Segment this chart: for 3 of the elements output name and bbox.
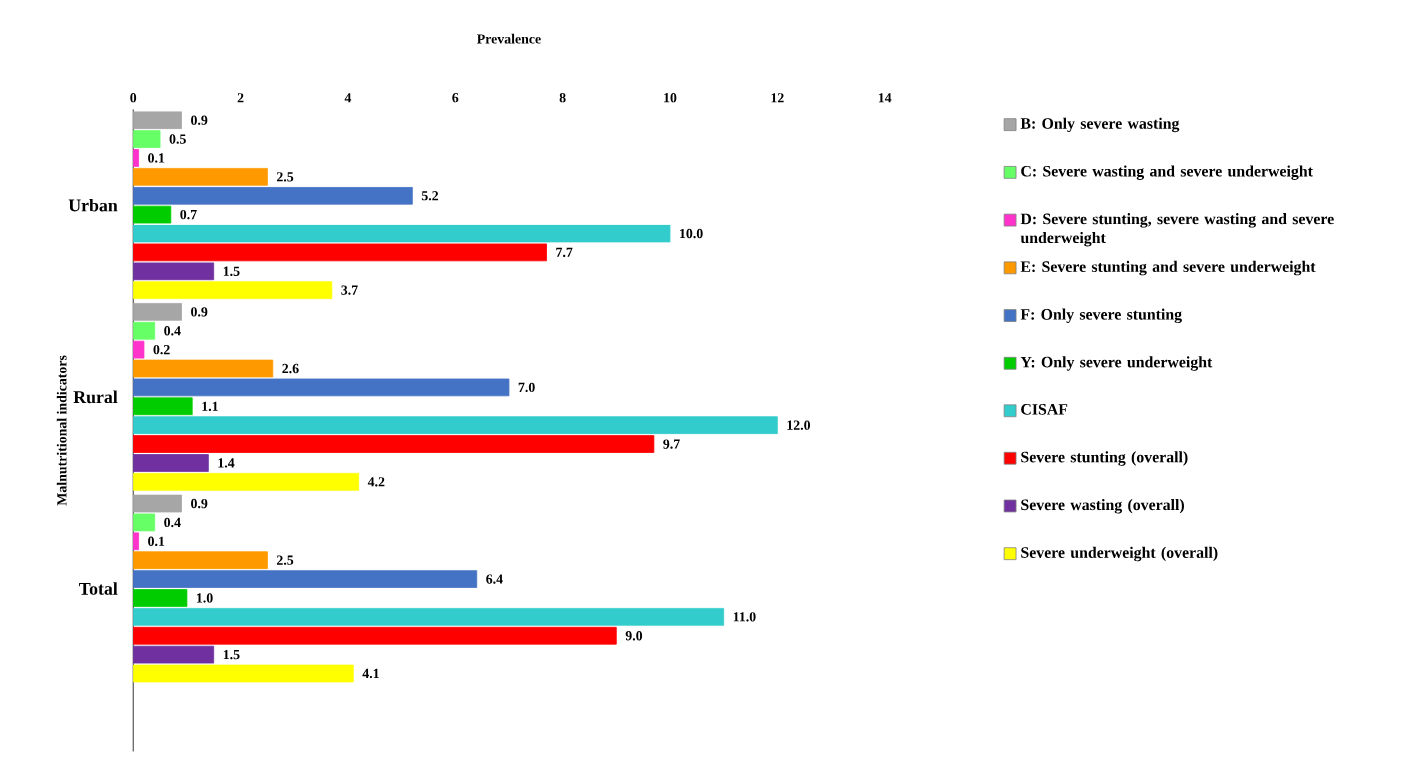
y-tick-label: Urban [68, 199, 118, 212]
y-tick-label: Rural [73, 390, 118, 404]
y-tick-label: Total [79, 582, 118, 596]
